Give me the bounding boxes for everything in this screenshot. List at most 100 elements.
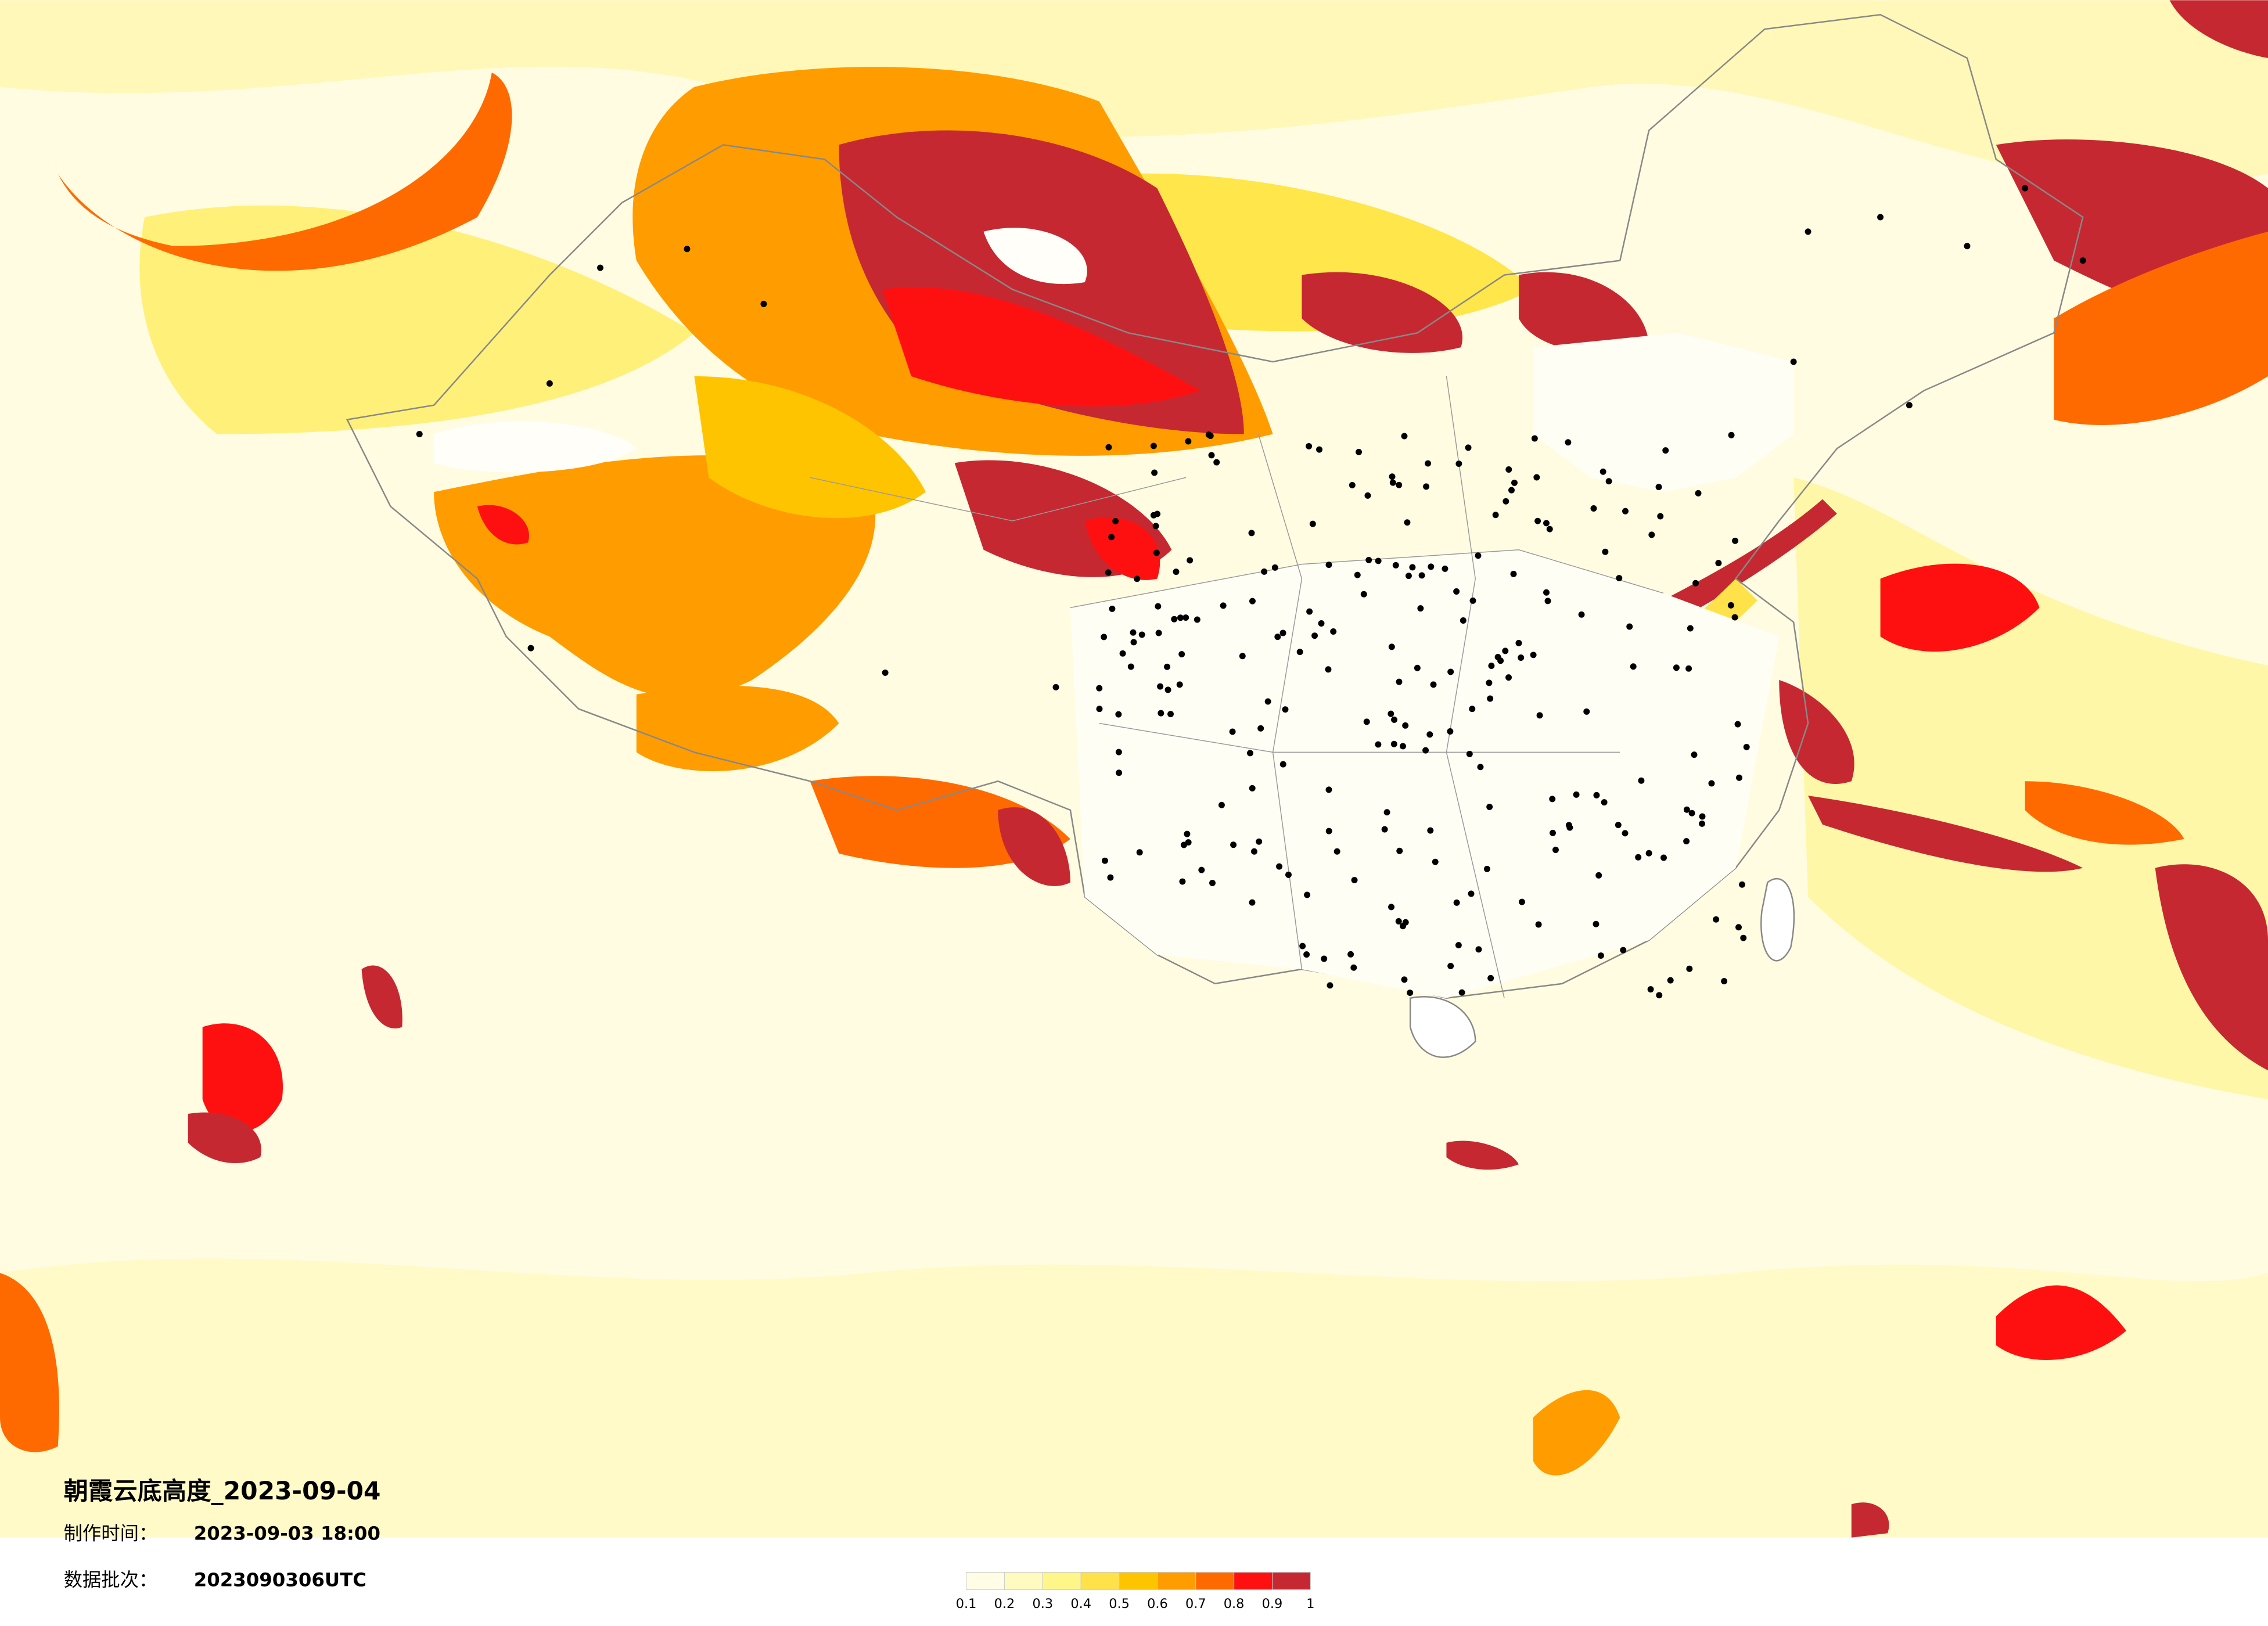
city-dot bbox=[1249, 785, 1256, 792]
city-dot bbox=[1229, 728, 1236, 735]
city-dot bbox=[1108, 534, 1115, 541]
city-dot bbox=[1518, 898, 1525, 905]
city-dot bbox=[1405, 573, 1412, 580]
city-dot bbox=[1475, 946, 1482, 953]
city-dot bbox=[1347, 951, 1354, 958]
city-dot bbox=[1492, 512, 1499, 519]
colorbar: 0.1 0.2 0.3 0.4 0.5 0.6 0.7 0.8 0.9 1 bbox=[956, 1571, 1314, 1611]
city-dot bbox=[1414, 664, 1421, 671]
city-dot bbox=[1534, 517, 1541, 524]
city-dot bbox=[1683, 806, 1690, 813]
city-dot bbox=[1790, 358, 1797, 365]
city-dot bbox=[1466, 750, 1473, 757]
city-dot bbox=[1119, 650, 1126, 657]
city-dot bbox=[1392, 562, 1399, 569]
city-dot bbox=[1316, 446, 1323, 453]
city-dot bbox=[1249, 598, 1256, 605]
city-dot bbox=[1399, 743, 1406, 750]
city-dot bbox=[1468, 890, 1475, 897]
colorbar-tick-label: 0.7 bbox=[1185, 1596, 1206, 1611]
city-dot bbox=[1469, 706, 1476, 713]
city-dot bbox=[1261, 568, 1268, 575]
city-dot bbox=[1505, 466, 1512, 473]
city-dot bbox=[1511, 479, 1518, 486]
city-dot bbox=[1303, 951, 1310, 958]
city-dot bbox=[1645, 850, 1652, 857]
city-dot bbox=[1171, 616, 1178, 623]
city-dot bbox=[1365, 556, 1372, 563]
city-dot bbox=[1593, 792, 1600, 798]
city-dot bbox=[882, 669, 889, 676]
city-dot bbox=[1699, 820, 1705, 827]
city-dot bbox=[1428, 563, 1435, 570]
city-dot bbox=[1465, 444, 1472, 451]
city-dot bbox=[1713, 916, 1720, 923]
colorbar-box bbox=[1004, 1571, 1043, 1590]
city-dot bbox=[1401, 433, 1408, 440]
city-dot bbox=[1285, 871, 1292, 878]
city-dot bbox=[1656, 992, 1663, 999]
city-dot bbox=[2022, 185, 2029, 192]
city-dot bbox=[1494, 654, 1501, 661]
city-dot bbox=[1432, 858, 1439, 865]
city-dot bbox=[1743, 743, 1750, 750]
city-dot bbox=[1279, 629, 1286, 636]
city-dot bbox=[1583, 708, 1590, 715]
city-dot bbox=[1279, 761, 1286, 768]
city-dot bbox=[1544, 598, 1551, 605]
city-dot bbox=[1388, 643, 1395, 650]
colorbar-tick-label: 0.8 bbox=[1224, 1596, 1245, 1611]
city-dot bbox=[1732, 537, 1739, 544]
colorbar-tick-label: 0.1 bbox=[956, 1596, 977, 1611]
city-dot bbox=[1138, 631, 1145, 638]
city-dot bbox=[1101, 634, 1108, 641]
city-dot bbox=[1477, 764, 1484, 771]
city-dot bbox=[1334, 848, 1340, 855]
city-dot bbox=[1686, 965, 1693, 972]
city-dot bbox=[1155, 603, 1162, 610]
city-dot bbox=[1349, 481, 1356, 488]
city-dot bbox=[1389, 473, 1396, 480]
city-dot bbox=[1738, 881, 1745, 888]
city-dot bbox=[1447, 963, 1454, 969]
city-dot bbox=[1595, 872, 1602, 879]
city-dot bbox=[1683, 838, 1690, 845]
city-dot bbox=[1157, 683, 1164, 690]
city-dot bbox=[1276, 863, 1283, 870]
city-dot bbox=[1152, 523, 1159, 530]
city-dot bbox=[1207, 433, 1214, 439]
city-dot bbox=[1447, 728, 1454, 735]
city-dot bbox=[1692, 580, 1699, 587]
city-dot bbox=[1250, 848, 1257, 855]
city-dot bbox=[1321, 955, 1328, 962]
city-dot bbox=[1536, 712, 1543, 719]
city-dot bbox=[1115, 749, 1122, 756]
city-dot bbox=[1167, 711, 1174, 718]
city-dot bbox=[1667, 977, 1674, 984]
city-dot bbox=[1247, 750, 1253, 757]
city-dot bbox=[1391, 716, 1398, 723]
city-dot bbox=[1150, 512, 1157, 519]
city-dot bbox=[1552, 847, 1559, 853]
city-dot bbox=[1389, 479, 1396, 486]
city-dot bbox=[1213, 459, 1220, 466]
city-dot bbox=[1351, 877, 1358, 884]
city-dot bbox=[1296, 649, 1303, 656]
city-dot bbox=[1453, 899, 1460, 906]
city-dot bbox=[1230, 841, 1237, 848]
city-dot bbox=[1109, 605, 1116, 612]
city-dot bbox=[1299, 942, 1306, 949]
colorbar-box bbox=[1080, 1571, 1120, 1590]
city-dot bbox=[1396, 481, 1403, 488]
city-dot bbox=[1455, 461, 1462, 467]
city-dot bbox=[1116, 769, 1123, 776]
city-dot bbox=[1407, 990, 1414, 997]
city-dot bbox=[1112, 517, 1119, 524]
city-dot bbox=[1657, 513, 1664, 520]
colorbar-box bbox=[1195, 1571, 1235, 1590]
city-dot bbox=[1327, 982, 1334, 989]
city-dot bbox=[1383, 809, 1390, 816]
city-dot bbox=[1805, 228, 1811, 235]
city-dot bbox=[1578, 611, 1585, 618]
city-dot bbox=[1630, 663, 1637, 670]
